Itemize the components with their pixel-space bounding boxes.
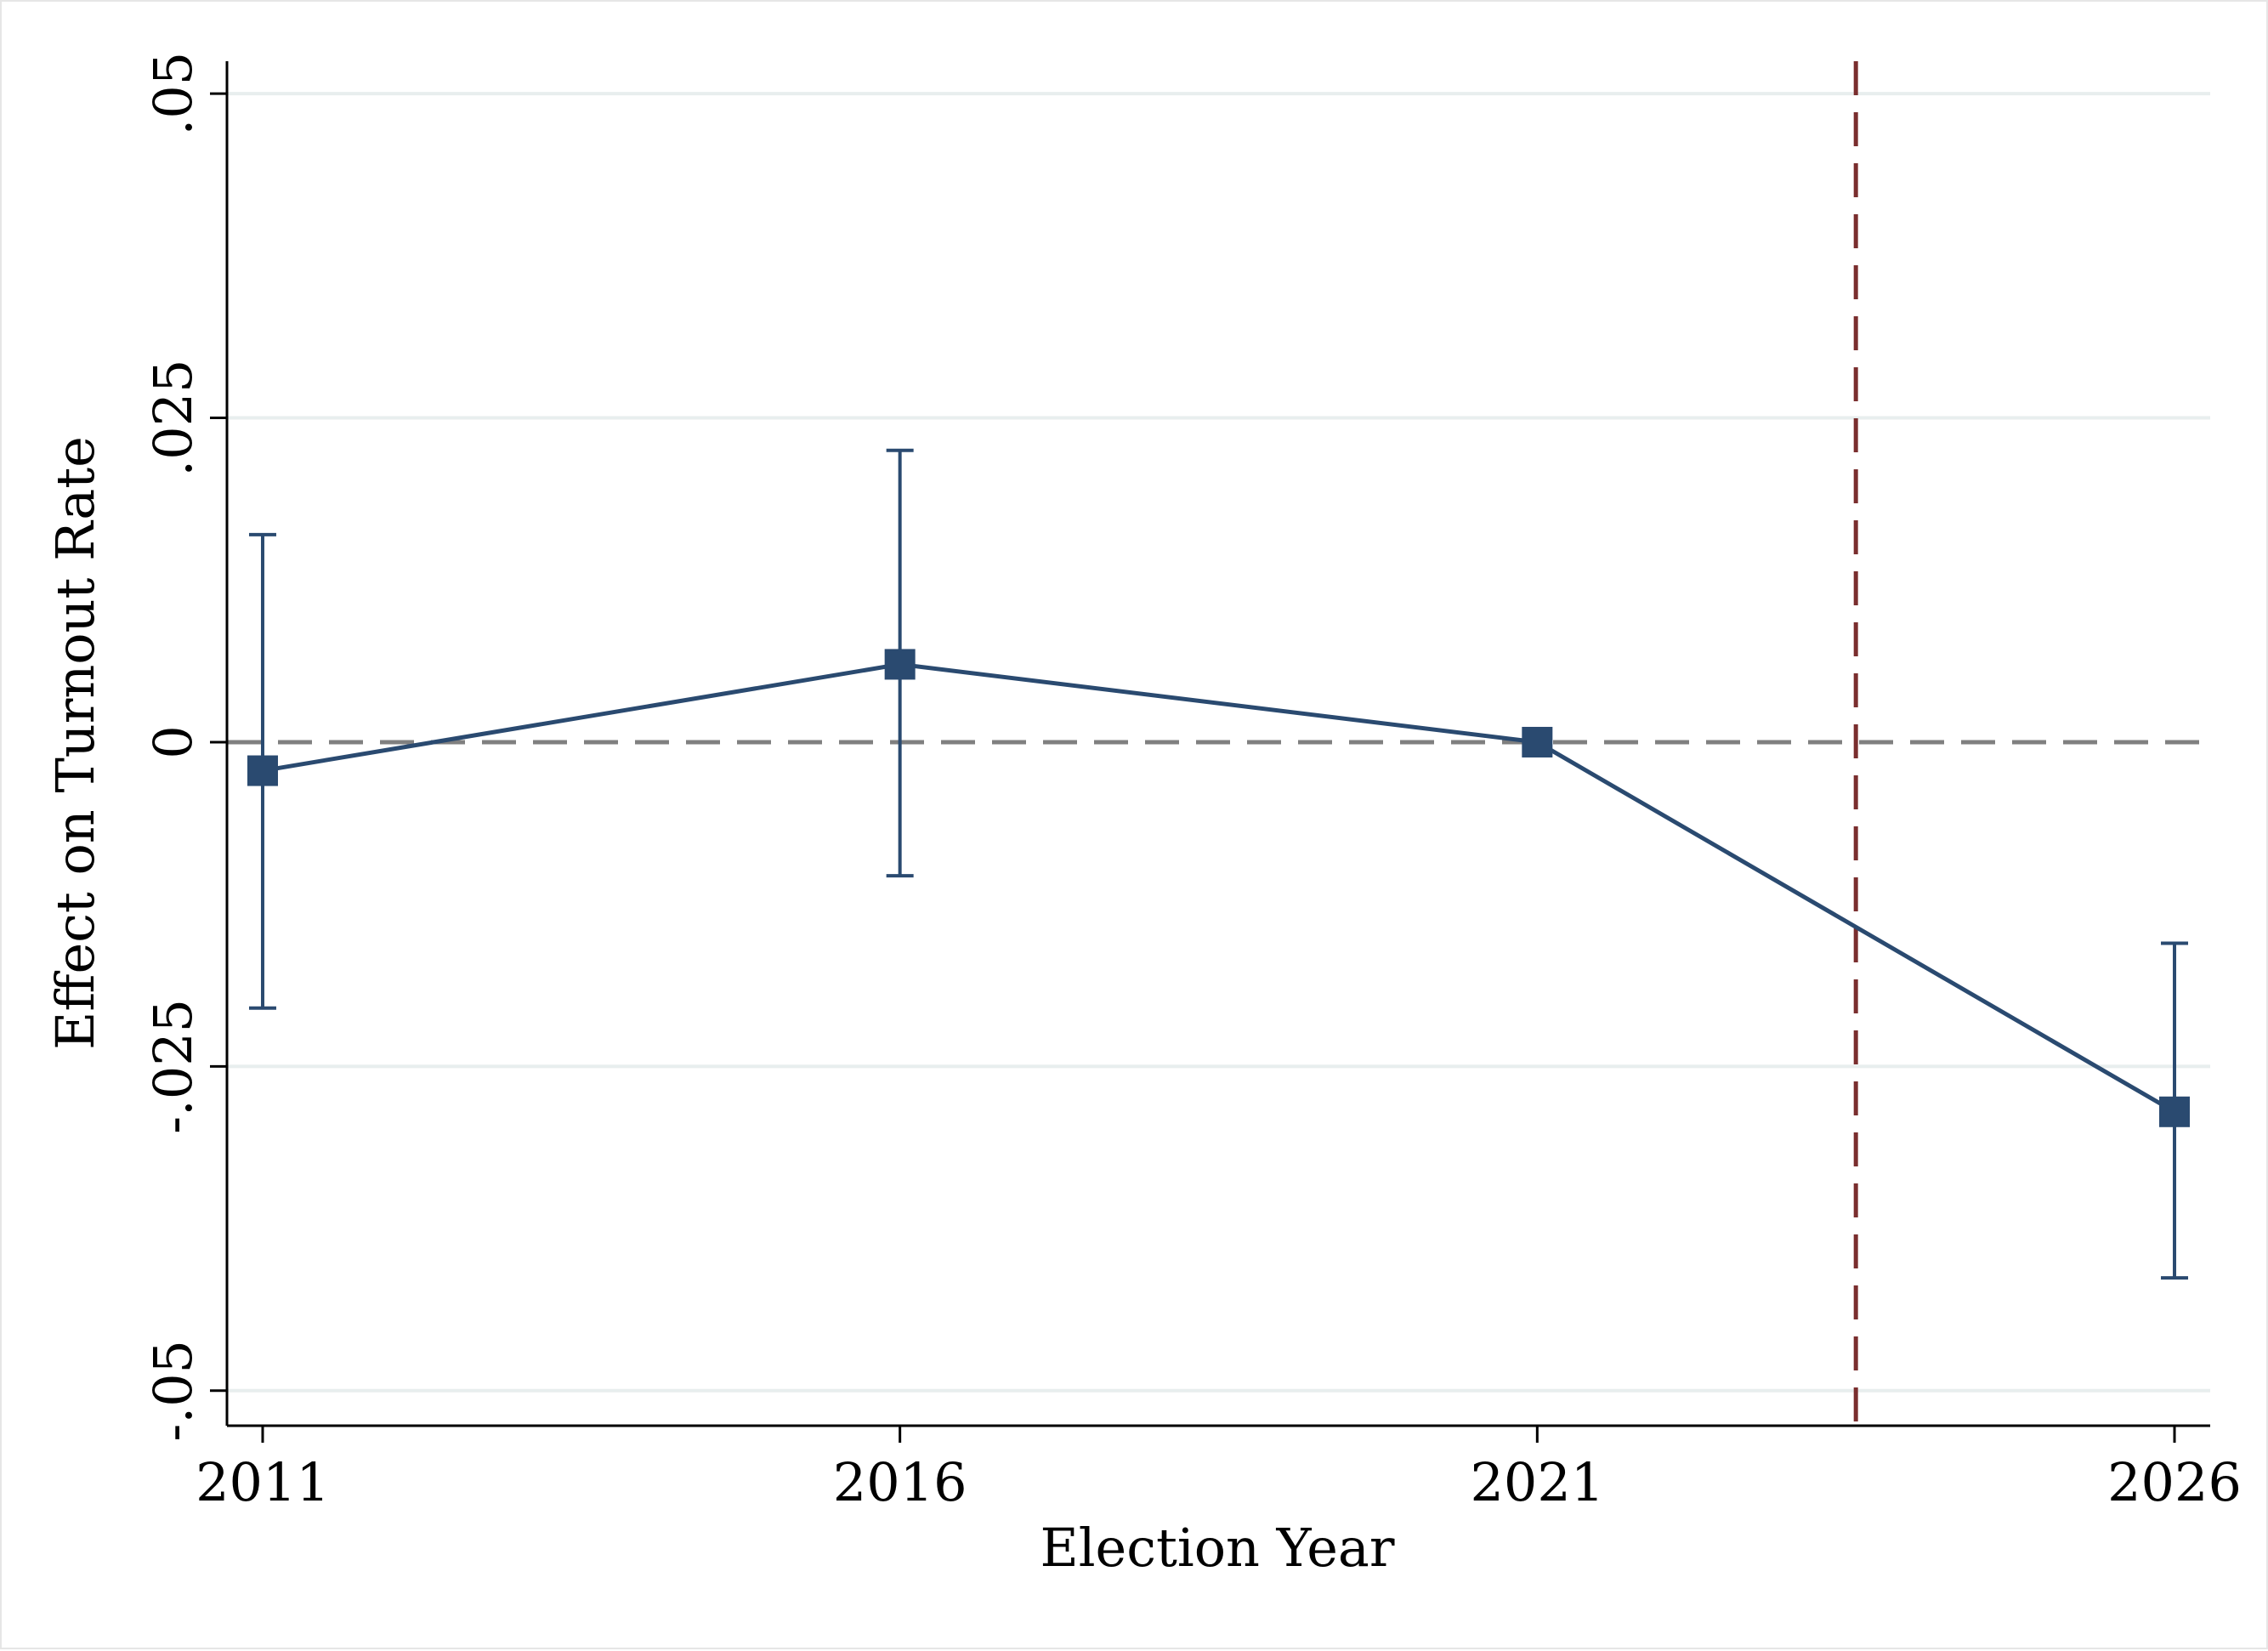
x-tick-label-1: 2016 [833,1451,967,1513]
data-point-2021 [1522,726,1553,757]
y-axis-title: Effect on Turnout Rate [44,436,106,1050]
x-axis-title: Election Year [1040,1517,1394,1579]
series [247,448,2191,1280]
x-tick-label-0: 2011 [196,1451,330,1513]
data-point-2026 [2159,1096,2191,1127]
data-point-2011 [247,755,278,786]
y-tick-label-4: -.05 [142,1340,204,1442]
data-point-2016 [884,649,916,680]
grid-lines [227,92,2210,1393]
y-tick-label-1: .025 [142,360,204,477]
series-line [262,661,2176,1114]
y-tick-label-3: -.025 [142,999,204,1134]
x-tick-label-3: 2026 [2107,1451,2242,1513]
reference-lines [227,61,2210,1426]
y-tick-label-2: 0 [142,725,204,758]
tick-labels: .05 .025 0 -.025 -.05 2011 2016 2021 2026 [142,52,2242,1513]
y-tick-label-0: .05 [142,52,204,136]
axes [210,61,2210,1443]
x-tick-label-2: 2021 [1470,1451,1604,1513]
